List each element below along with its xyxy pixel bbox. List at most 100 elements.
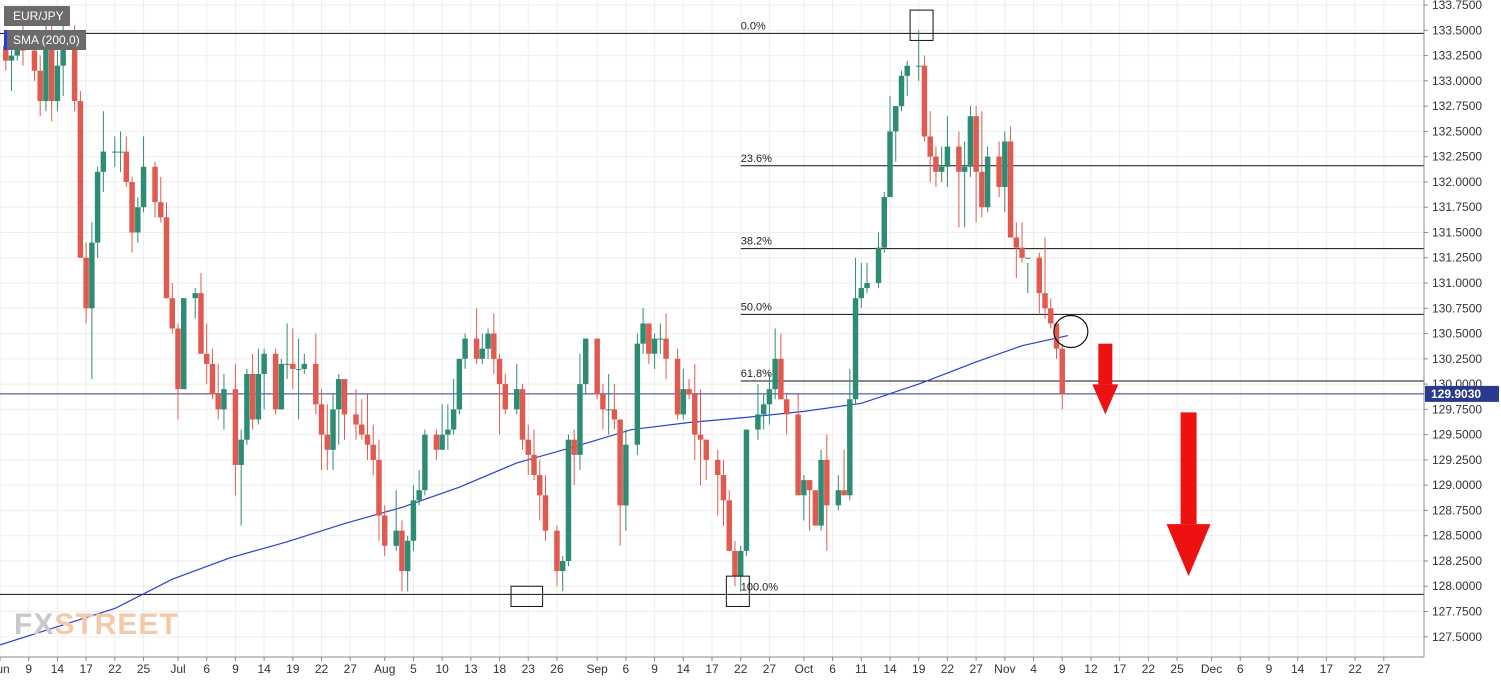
candle-body [3,45,9,61]
legend-item-symbol[interactable]: EUR/JPY [4,6,86,26]
candle-body [565,439,572,561]
fib-level-label: 23.6% [741,153,772,165]
candle [249,353,256,430]
candle-body [1048,308,1054,324]
candle-body [801,480,807,496]
x-tick-label: 12 [1084,662,1098,676]
candle [594,338,600,400]
candle-body [915,65,922,67]
candle-body [318,404,325,435]
candle [697,389,704,486]
highlight-box [909,9,934,41]
fib-level-label: 61.8% [741,368,772,380]
candle [640,308,646,354]
candle [353,389,359,440]
candle-body [502,384,509,410]
candle [393,490,399,551]
candle [537,459,543,521]
axes: Jun 9 14 17 22 25 Jul 6 9 14 19 22 27 Aug 5 10 13 18 23 26 S… [0,0,1499,676]
candle-body [875,247,882,284]
y-tick-label: 133.5000 [1432,23,1482,37]
candle [422,429,428,496]
candle-body [203,353,210,364]
x-tick-label: 10 [435,662,449,676]
candle [330,394,336,471]
candle [806,480,813,531]
candle-body [967,116,974,167]
candle-body [984,156,991,208]
candle [651,333,658,369]
candle [135,197,141,243]
x-tick-label: Sep [586,662,608,676]
candle [439,404,445,450]
candle [634,333,641,455]
candle [600,384,606,430]
candle [192,288,198,319]
y-tick-label: 128.0000 [1432,579,1482,593]
x-tick-label: Aug [374,662,395,676]
x-tick-label: 17 [1320,662,1334,676]
candle-body [163,217,170,299]
candle-body [531,454,537,476]
candle [123,136,130,187]
y-tick-label: 131.2500 [1432,251,1482,265]
candle [795,394,801,496]
candle [996,141,1002,198]
candle [359,399,365,440]
y-tick-label: 133.2500 [1432,49,1482,63]
candle [772,328,778,400]
candle [605,373,612,435]
x-tick-label: 5 [410,662,417,676]
x-tick-label: 14 [257,662,271,676]
y-tick-label: 131.0000 [1432,276,1482,290]
x-tick-label: 27 [969,662,983,676]
candle [956,131,962,228]
candle-body [760,404,767,415]
last-price-tag-bg [1425,385,1499,402]
candle-body [542,495,549,531]
candle [117,131,124,172]
candle [657,323,664,354]
candle [852,257,859,405]
candle [858,262,865,309]
candle-body [881,197,887,248]
candle-body [646,323,652,354]
candle-body [295,368,302,370]
candle-body [623,444,629,506]
candle-body [8,55,15,61]
candle [525,424,531,476]
candle-body [686,389,692,395]
x-tick-label: 25 [1170,662,1184,676]
candle-body [605,409,612,411]
candle-body [370,444,376,460]
candle [554,525,560,587]
candle [502,373,509,415]
candle [77,90,84,258]
candle [410,485,417,551]
candle-body [778,358,784,400]
candle-body [864,283,870,289]
candle [944,116,951,187]
candle [617,419,623,546]
candle [887,96,893,198]
candle [221,373,227,430]
candle [967,106,974,177]
down-arrow [1166,412,1211,577]
candle-body [663,338,669,359]
candle [203,323,210,385]
candle-body [795,414,801,496]
x-tick-label: 25 [137,662,151,676]
candle-body [783,399,790,415]
candle [1048,298,1054,329]
candle-body [376,459,382,516]
x-tick-label: Jul [170,662,185,676]
candle [979,111,985,218]
down-arrow [1092,343,1119,415]
candle-body [261,353,267,374]
candle [272,348,279,415]
candle [801,475,807,521]
candle [542,475,549,541]
candle [973,106,979,223]
candle-body [31,50,38,71]
legend-item-sma[interactable]: SMA (200,0) [4,30,86,50]
